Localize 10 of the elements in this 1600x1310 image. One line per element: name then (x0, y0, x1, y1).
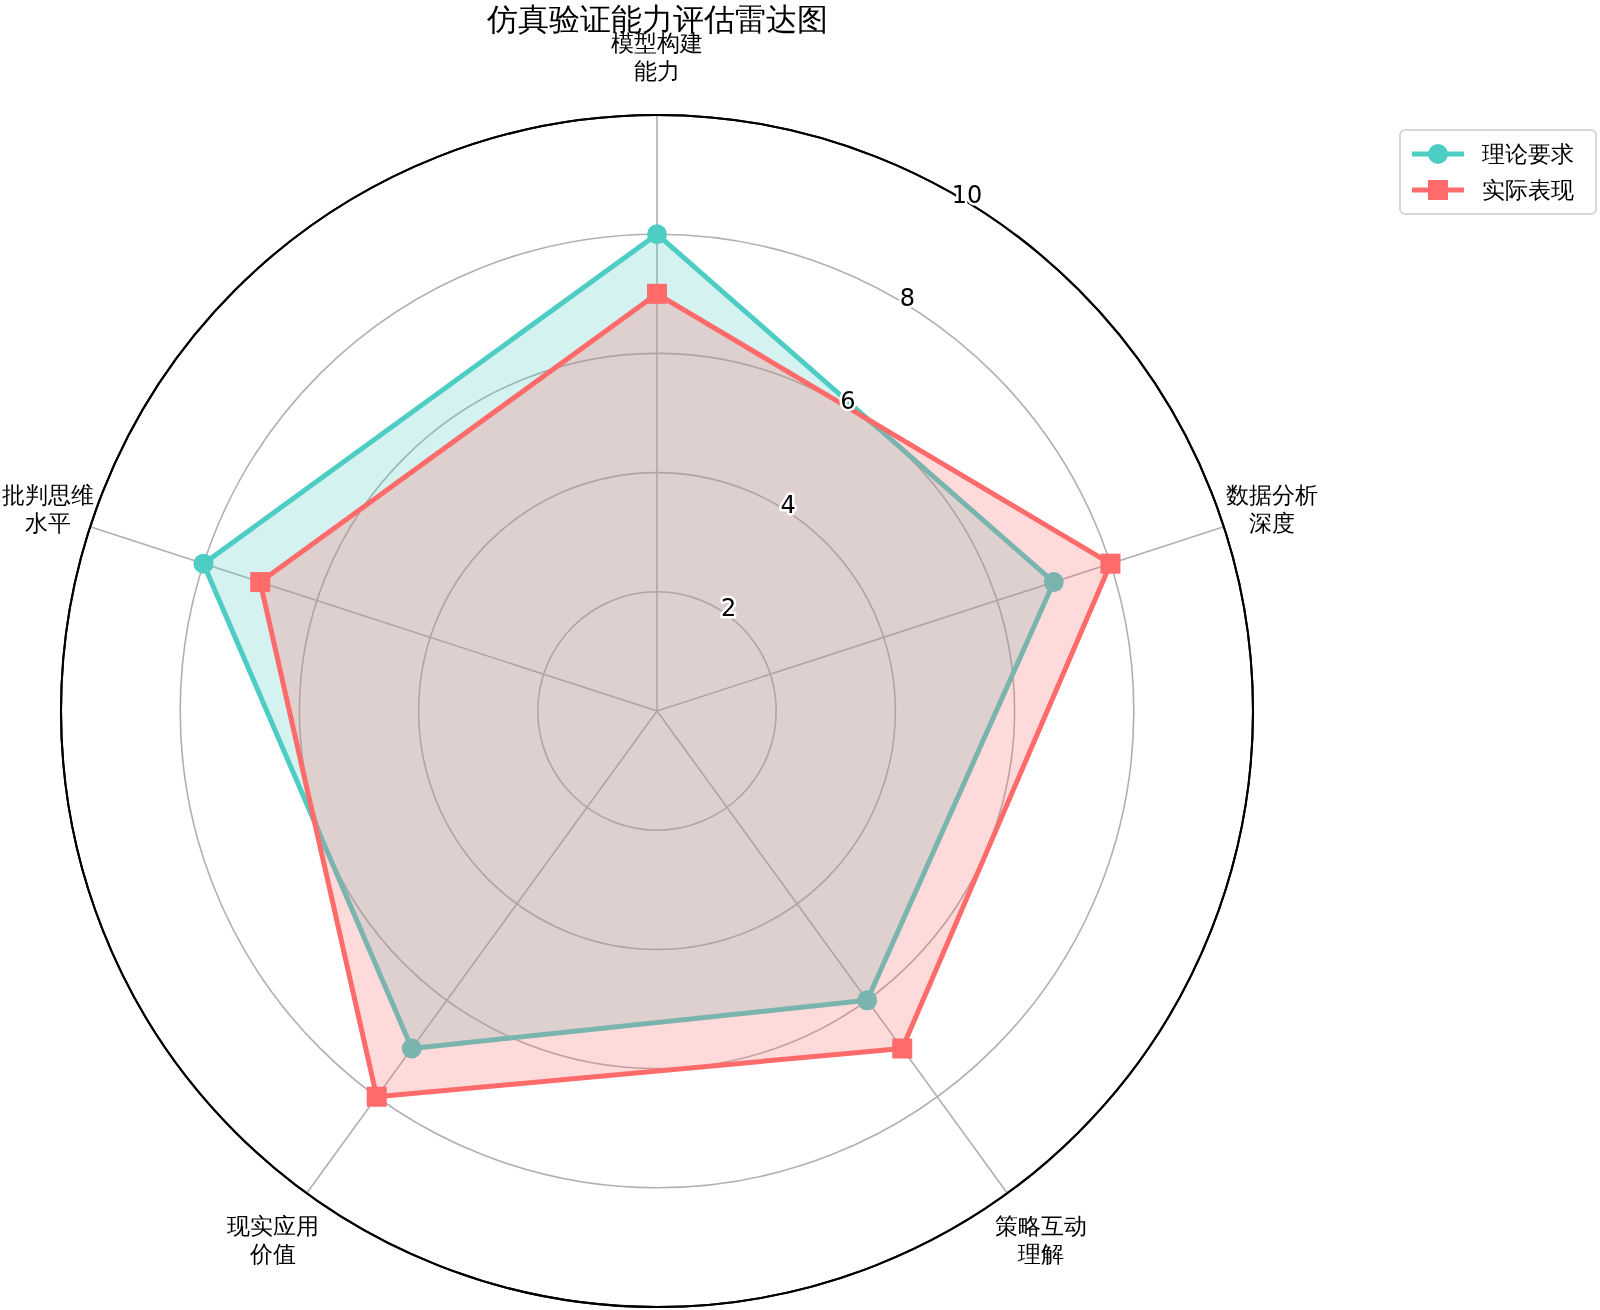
y-tick-label: 8 (899, 284, 916, 313)
spoke-label: 数据分析深度 (1225, 482, 1318, 536)
legend-label: 实际表现 (1482, 177, 1574, 203)
spoke-label: 现实应用价值 (226, 1213, 319, 1267)
spoke-label: 批判思维水平 (2, 482, 94, 536)
y-tick-label: 4 (780, 490, 796, 519)
legend-label: 理论要求 (1482, 141, 1574, 167)
y-tick-label: 2 (720, 593, 737, 622)
spoke-label: 策略互动理解 (995, 1213, 1088, 1267)
y-tick-label: 10 (951, 180, 983, 209)
